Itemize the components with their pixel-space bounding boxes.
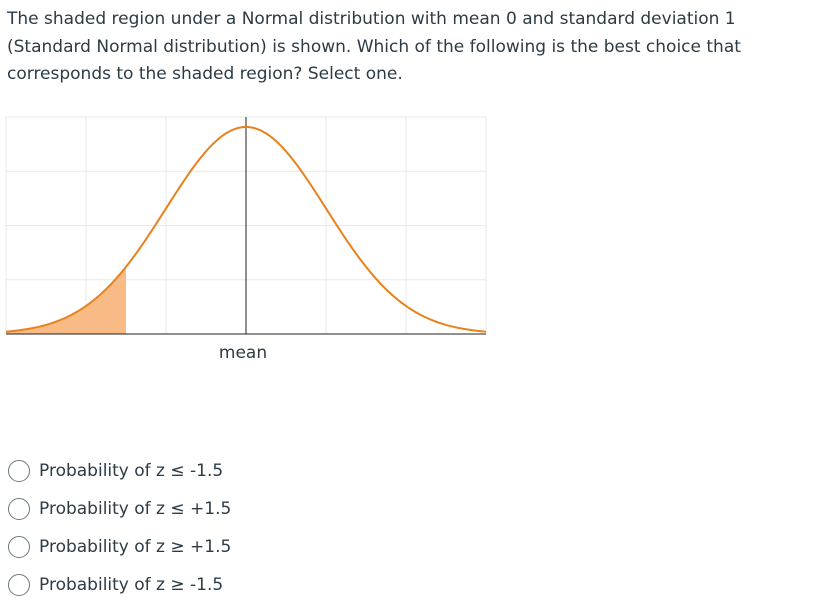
answer-option-4[interactable]: Probability of z ≥ -1.5 [8, 566, 231, 604]
radio-button[interactable] [8, 498, 30, 520]
answer-option-2[interactable]: Probability of z ≤ +1.5 [8, 490, 231, 528]
answer-options: Probability of z ≤ -1.5 Probability of z… [8, 452, 231, 604]
option-label: Probability of z ≥ -1.5 [39, 575, 224, 595]
density-curve [5, 125, 487, 333]
normal-distribution-chart [0, 112, 490, 372]
shaded-region [6, 266, 126, 334]
option-label: Probability of z ≤ -1.5 [39, 461, 224, 481]
radio-button[interactable] [8, 536, 30, 558]
option-label: Probability of z ≤ +1.5 [39, 499, 232, 519]
normal-distribution-svg [5, 116, 487, 335]
radio-button[interactable] [8, 460, 30, 482]
question-text: The shaded region under a Normal distrib… [7, 9, 741, 84]
option-label: Probability of z ≥ +1.5 [39, 537, 232, 557]
answer-option-3[interactable]: Probability of z ≥ +1.5 [8, 528, 231, 566]
mean-label: mean [218, 343, 268, 363]
answer-option-1[interactable]: Probability of z ≤ -1.5 [8, 452, 231, 490]
radio-button[interactable] [8, 574, 30, 596]
